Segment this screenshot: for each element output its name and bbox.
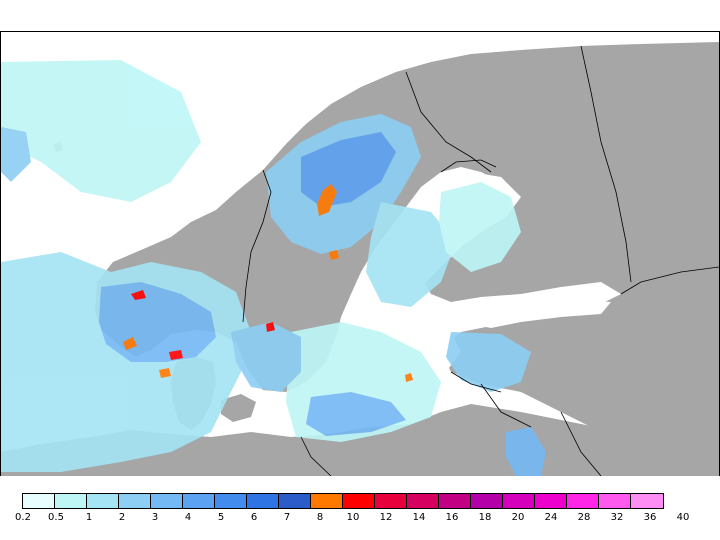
legend-swatch-7 <box>247 494 279 508</box>
legend-swatch-2 <box>87 494 119 508</box>
legend-label: 28 <box>577 512 591 523</box>
legend-swatch-1 <box>55 494 87 508</box>
legend-label: 36 <box>643 512 657 523</box>
legend-label: 32 <box>610 512 624 523</box>
legend-swatch-3 <box>119 494 151 508</box>
legend-swatch-4 <box>151 494 183 508</box>
map-canvas <box>1 42 719 476</box>
legend-label: 8 <box>316 512 324 523</box>
legend-label: 4 <box>184 512 192 523</box>
legend-swatch-16 <box>535 494 567 508</box>
legend-label: 0.2 <box>15 512 31 523</box>
precip-hotspot-bothnia <box>329 250 339 260</box>
legend-swatch-0 <box>23 494 55 508</box>
legend-label: 3 <box>151 512 159 523</box>
legend-swatch-12 <box>407 494 439 508</box>
precip-atlantic-west-inner <box>1 127 31 182</box>
precip-hotspot-lapland <box>317 184 337 216</box>
legend-colorbar <box>22 493 664 509</box>
legend-label: 10 <box>346 512 360 523</box>
legend-swatch-19 <box>631 494 663 508</box>
legend-label: 20 <box>511 512 525 523</box>
legend-label: 18 <box>478 512 492 523</box>
precip-hotspot-sweden <box>266 322 275 332</box>
precipitation-layer <box>1 60 546 476</box>
precip-hotspot-norway-2 <box>123 337 137 350</box>
legend-label: 0.5 <box>48 512 64 523</box>
legend-swatch-13 <box>439 494 471 508</box>
precip-finland-east <box>439 182 521 272</box>
legend-label: 1 <box>85 512 93 523</box>
legend-swatch-18 <box>599 494 631 508</box>
precip-lithuania <box>506 427 546 476</box>
legend-labels: 0.2 0.5 1 2 3 4 5 6 7 8 10 12 14 16 18 20 24 28 32 36 40 <box>0 512 720 526</box>
legend-swatch-14 <box>471 494 503 508</box>
legend-label: 40 <box>676 512 690 523</box>
legend-label: 6 <box>250 512 258 523</box>
legend-label: 24 <box>544 512 558 523</box>
precip-estonia <box>446 332 531 392</box>
legend-label: 12 <box>379 512 393 523</box>
precip-atlantic-west <box>1 60 201 202</box>
legend-label: 14 <box>412 512 426 523</box>
legend-swatch-11 <box>375 494 407 508</box>
precip-hotspot-skagerrak <box>159 368 171 378</box>
legend-label: 7 <box>283 512 291 523</box>
legend-swatch-10 <box>343 494 375 508</box>
legend-swatch-6 <box>215 494 247 508</box>
legend-label: 2 <box>118 512 126 523</box>
precip-hotspot-norway-3 <box>169 350 183 360</box>
legend-swatch-5 <box>183 494 215 508</box>
precip-bothnia <box>366 202 456 307</box>
precip-se-sweden <box>231 322 301 392</box>
legend-label: 5 <box>217 512 225 523</box>
precip-baltic-inner <box>306 392 406 436</box>
precip-hotspot-norway-1 <box>131 290 146 300</box>
legend-swatch-17 <box>567 494 599 508</box>
country-borders <box>242 45 719 476</box>
precip-hotspot-baltic <box>405 373 413 382</box>
legend-swatch-8 <box>279 494 311 508</box>
legend-swatch-9 <box>311 494 343 508</box>
legend-label: 16 <box>445 512 459 523</box>
precip-lapland-inner <box>301 132 396 207</box>
gulf-of-finland <box>471 300 611 328</box>
precipitation-map <box>0 31 720 476</box>
legend-swatch-15 <box>503 494 535 508</box>
danish-islands <box>221 394 256 422</box>
